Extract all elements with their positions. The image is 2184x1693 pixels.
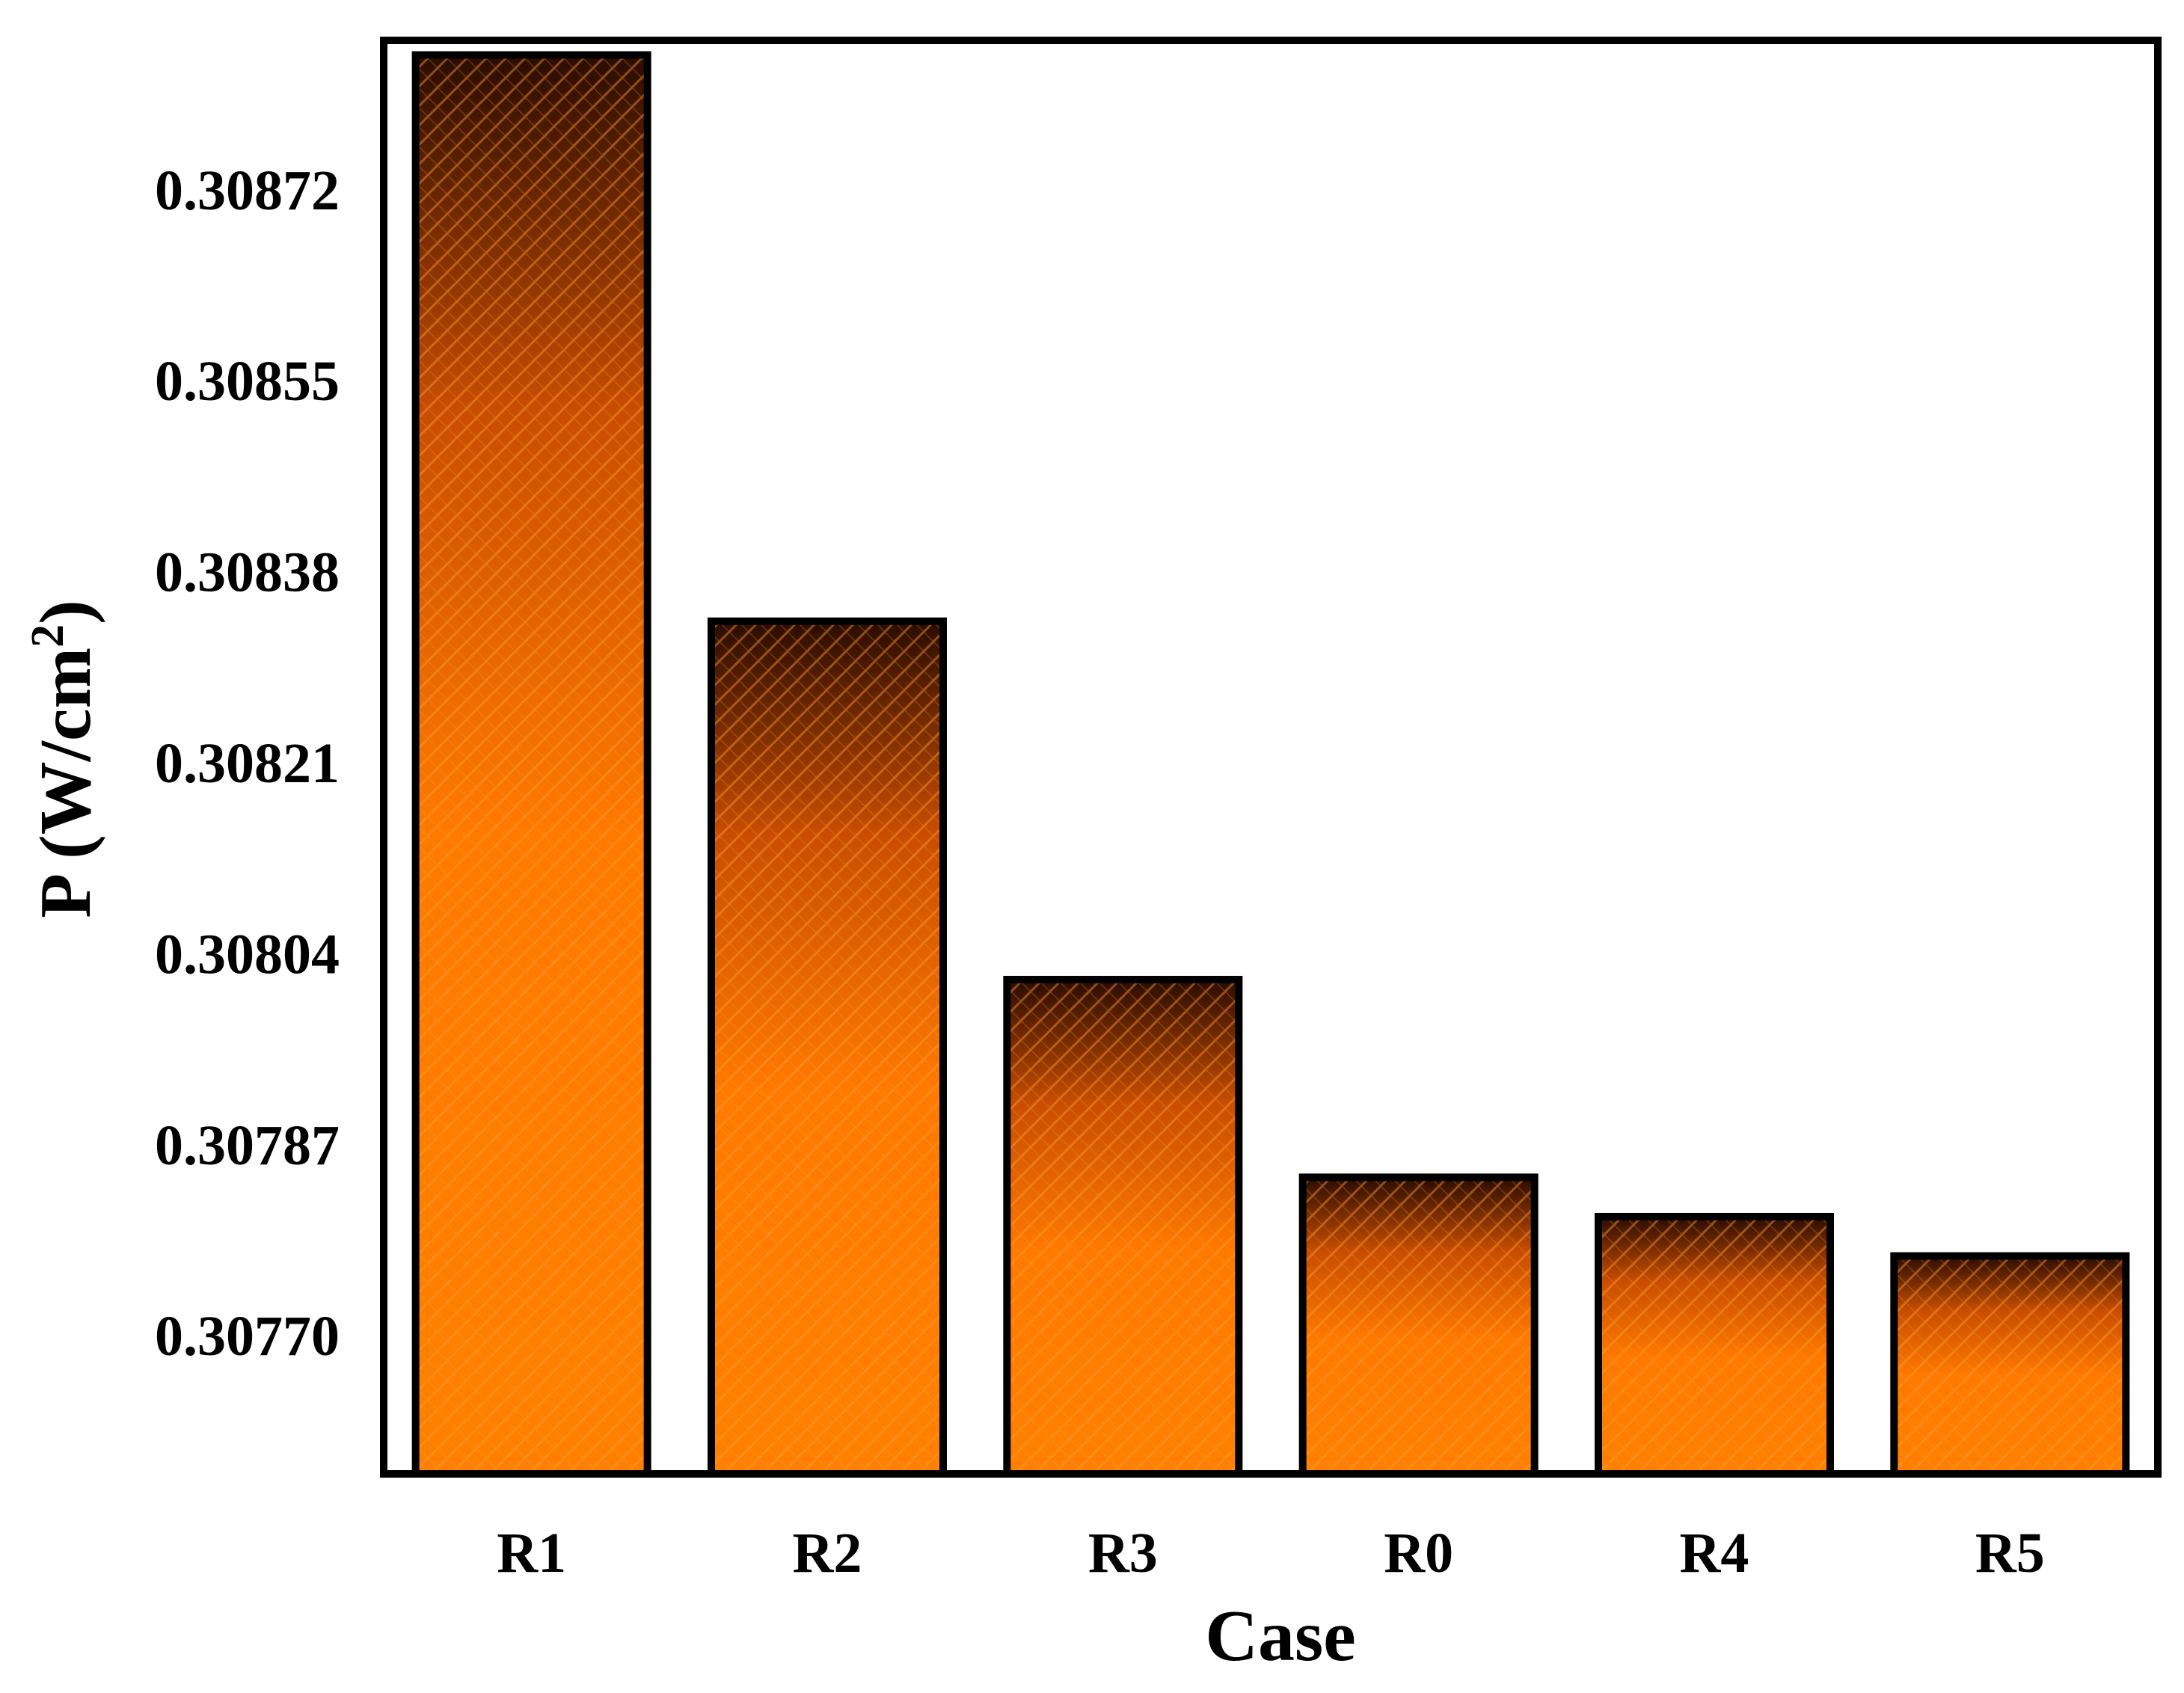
y-axis-title-close: ) — [25, 600, 106, 624]
x-tick-label: R2 — [793, 1522, 862, 1585]
bar-hatch — [1302, 1177, 1535, 1474]
bar-hatch — [415, 55, 648, 1475]
x-tick-label: R0 — [1384, 1522, 1453, 1585]
x-tick-label: R5 — [1975, 1522, 2045, 1585]
bar-hatch — [1007, 979, 1239, 1474]
bar-R1 — [411, 51, 651, 1478]
x-tick-label: R4 — [1680, 1522, 1749, 1585]
y-axis-title-main: P (W/cm — [25, 648, 106, 918]
bar-R2 — [708, 617, 947, 1478]
y-tick-label: 0.30838 — [155, 541, 340, 604]
y-axis-title-superscript: 2 — [22, 624, 73, 648]
bar-hatch — [1598, 1216, 1830, 1474]
x-axis-tick-labels: R1 R2 R3 R0 R4 R5 — [497, 1522, 2045, 1585]
y-tick-label: 0.30855 — [155, 350, 340, 413]
y-tick-label: 0.30804 — [155, 923, 340, 986]
y-tick-label: 0.30872 — [155, 159, 340, 222]
y-axis-tick-labels: 0.30770 0.30787 0.30804 0.30821 0.30838 0.308… — [155, 159, 340, 1368]
bar-R0 — [1298, 1173, 1539, 1478]
x-axis-title: Case — [1205, 1596, 1355, 1677]
bar-hatch — [1894, 1256, 2126, 1474]
y-axis-title-group: P (W/cm2) — [22, 600, 106, 918]
bar-R5 — [1890, 1252, 2130, 1478]
bar-R3 — [1003, 975, 1243, 1478]
bar-R4 — [1595, 1212, 1834, 1478]
y-tick-label: 0.30770 — [155, 1305, 340, 1368]
bars-layer — [411, 51, 2130, 1478]
bar-hatch — [711, 621, 943, 1474]
x-tick-label: R1 — [497, 1522, 566, 1585]
y-tick-label: 0.30821 — [155, 732, 340, 795]
y-axis-title: P (W/cm2) — [22, 600, 106, 918]
plot-frame — [380, 37, 2162, 1478]
y-tick-label: 0.30787 — [155, 1114, 340, 1177]
x-tick-label: R3 — [1088, 1522, 1158, 1585]
